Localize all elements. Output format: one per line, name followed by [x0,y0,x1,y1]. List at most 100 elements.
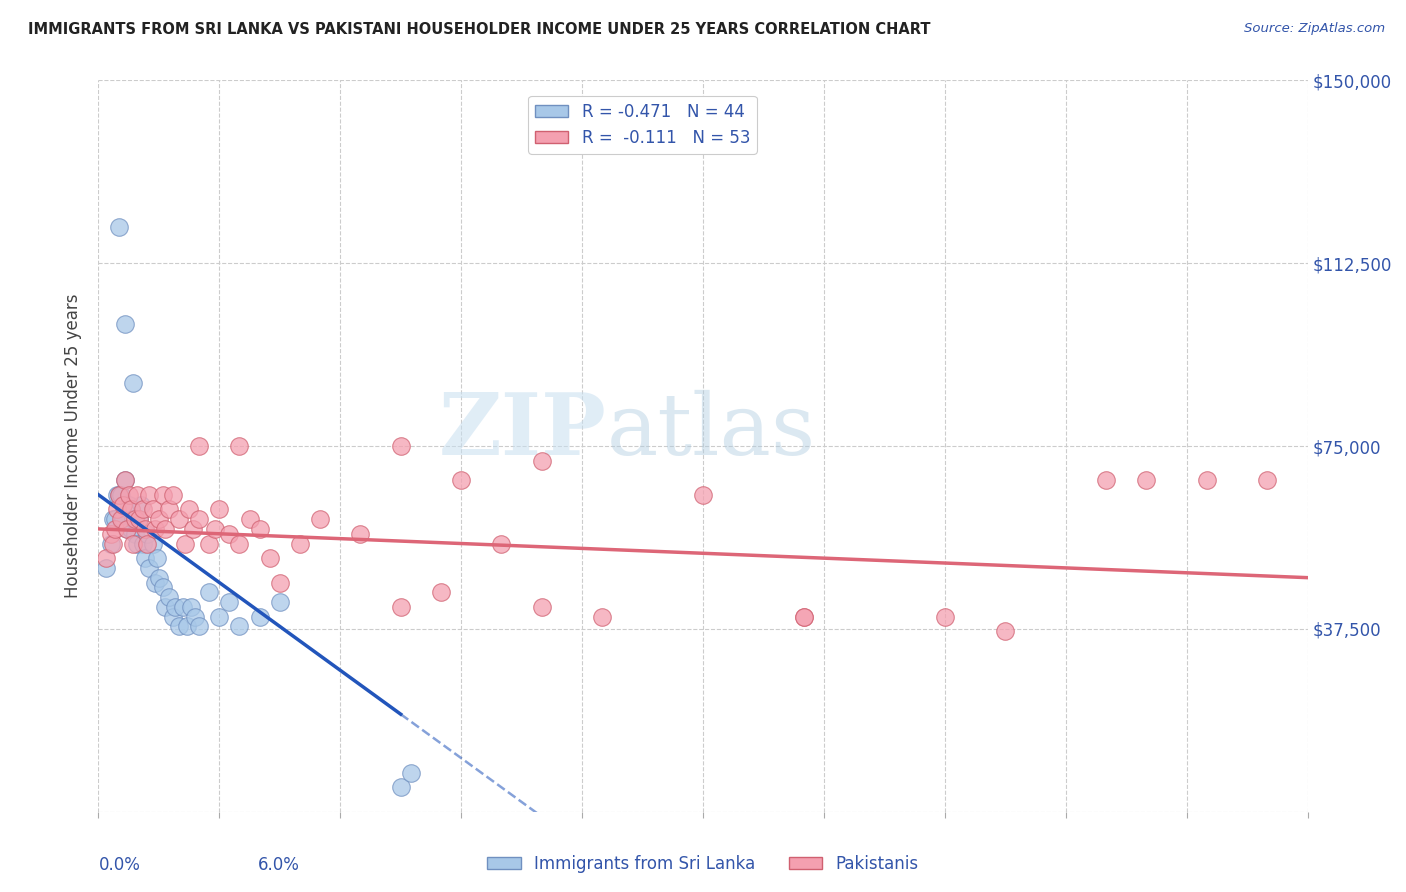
Point [167,619,190,633]
Point [153,599,176,614]
Legend: R = -0.471   N = 44, R =  -0.111   N = 53: R = -0.471 N = 44, R = -0.111 N = 53 [529,96,756,153]
Point [128,512,150,526]
Point [309,512,332,526]
Point [181,522,204,536]
Point [114,473,136,487]
Point [121,536,143,550]
Point [110,512,132,526]
Point [120,522,142,536]
Point [1135,473,1157,487]
Point [101,512,124,526]
Point [152,581,174,595]
Point [121,376,143,390]
Point [228,439,250,453]
Point [399,765,422,780]
Point [349,526,371,541]
Point [142,502,165,516]
Point [249,522,271,536]
Point [450,473,472,487]
Point [591,609,613,624]
Point [204,522,226,536]
Text: Source: ZipAtlas.com: Source: ZipAtlas.com [1244,22,1385,36]
Point [138,561,160,575]
Point [174,536,197,550]
Point [121,512,143,526]
Point [208,609,231,624]
Point [124,512,146,526]
Point [120,502,142,516]
Point [692,488,714,502]
Point [162,488,184,502]
Text: ZIP: ZIP [439,390,606,474]
Point [239,512,262,526]
Point [110,488,132,502]
Point [143,522,166,536]
Point [100,536,122,550]
Point [157,590,180,604]
Point [128,512,150,526]
Point [172,599,194,614]
Point [259,551,281,566]
Point [1195,473,1218,487]
Point [107,219,129,234]
Point [162,609,184,624]
Point [530,453,553,467]
Point [134,522,156,536]
Point [228,619,250,633]
Point [228,536,250,550]
Point [389,780,412,795]
Point [934,609,956,624]
Point [135,526,157,541]
Point [107,488,129,502]
Point [146,551,169,566]
Point [134,551,156,566]
Point [198,536,221,550]
Point [188,512,211,526]
Point [142,536,165,550]
Point [184,609,207,624]
Point [218,526,240,541]
Point [180,599,202,614]
Point [125,536,148,550]
Point [124,526,146,541]
Point [96,551,118,566]
Point [148,512,170,526]
Text: IMMIGRANTS FROM SRI LANKA VS PAKISTANI HOUSEHOLDER INCOME UNDER 25 YEARS CORRELA: IMMIGRANTS FROM SRI LANKA VS PAKISTANI H… [28,22,931,37]
Point [249,609,271,624]
Point [430,585,453,599]
Point [125,488,148,502]
Point [103,522,125,536]
Point [100,526,122,541]
Point [152,488,174,502]
Point [198,585,221,599]
Point [143,575,166,590]
Point [176,619,198,633]
Point [114,317,136,331]
Point [269,595,291,609]
Point [157,502,180,516]
Point [105,488,128,502]
Point [389,599,412,614]
Point [118,498,141,512]
Point [1256,473,1278,487]
Point [132,502,155,516]
Point [167,512,190,526]
Point [111,498,134,512]
Point [107,488,129,502]
Point [491,536,513,550]
Point [1095,473,1118,487]
Point [389,439,412,453]
Y-axis label: Householder Income Under 25 years: Householder Income Under 25 years [65,293,83,599]
Point [188,619,211,633]
Point [115,522,138,536]
Point [793,609,815,624]
Point [118,488,141,502]
Point [101,536,124,550]
Point [138,488,160,502]
Legend: Immigrants from Sri Lanka, Pakistanis: Immigrants from Sri Lanka, Pakistanis [481,848,925,880]
Point [103,512,125,526]
Point [132,536,155,550]
Point [148,571,170,585]
Point [111,512,134,526]
Point [96,561,118,575]
